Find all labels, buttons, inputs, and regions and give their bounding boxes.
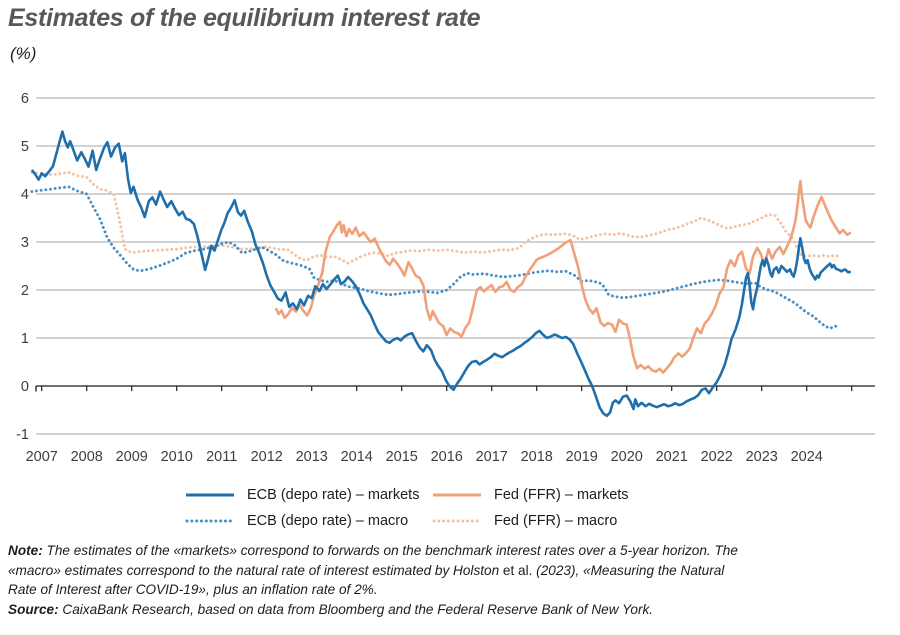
source-line: Source: CaixaBank Research, based on dat… (8, 600, 894, 620)
note-line-2: «macro» estimates correspond to the natu… (8, 561, 894, 581)
svg-text:2011: 2011 (206, 449, 237, 465)
legend-label-ecb-markets: ECB (depo rate) – markets (247, 487, 420, 503)
footnote-block: Note: The estimates of the «markets» cor… (8, 541, 894, 619)
svg-text:2013: 2013 (296, 449, 328, 465)
svg-text:2009: 2009 (116, 449, 148, 465)
legend-item-fed-macro: Fed (FFR) – macro (432, 508, 629, 534)
svg-text:2: 2 (21, 283, 29, 299)
svg-text:2020: 2020 (611, 449, 643, 465)
ecb-macro-dotted-swatch (185, 519, 235, 523)
svg-text:2023: 2023 (746, 449, 778, 465)
svg-text:2021: 2021 (656, 449, 688, 465)
svg-text:2015: 2015 (386, 449, 418, 465)
svg-text:-1: -1 (16, 427, 29, 443)
note-line-3: Rate of Interest after COVID-19», plus a… (8, 582, 378, 597)
svg-text:2007: 2007 (26, 449, 58, 465)
svg-text:4: 4 (21, 187, 29, 203)
fed-macro-dotted-swatch (432, 519, 482, 523)
note-line-1: Note: The estimates of the «markets» cor… (8, 541, 894, 561)
chart-legend: ECB (depo rate) – markets ECB (depo rate… (0, 482, 900, 538)
note-text-1: The estimates of the «markets» correspon… (46, 543, 738, 558)
source-text: CaixaBank Research, based on data from B… (62, 601, 654, 617)
legend-column-ecb: ECB (depo rate) – markets ECB (depo rate… (185, 482, 419, 534)
legend-label-fed-macro: Fed (FFR) – macro (494, 513, 618, 529)
legend-item-ecb-markets: ECB (depo rate) – markets (185, 482, 419, 508)
svg-text:2024: 2024 (791, 449, 823, 465)
svg-text:5: 5 (21, 139, 29, 155)
legend-label-fed-markets: Fed (FFR) – markets (494, 487, 629, 503)
svg-text:0: 0 (21, 379, 29, 395)
note-label: Note: (8, 543, 43, 558)
page-title: Estimates of the equilibrium interest ra… (8, 4, 481, 32)
svg-text:2012: 2012 (251, 449, 283, 465)
source-label: Source: (8, 601, 59, 617)
legend-item-ecb-macro: ECB (depo rate) – macro (185, 508, 419, 534)
legend-column-fed: Fed (FFR) – markets Fed (FFR) – macro (432, 482, 629, 534)
svg-text:2010: 2010 (161, 449, 193, 465)
svg-text:2022: 2022 (701, 449, 733, 465)
ecb-markets-line-swatch (186, 493, 234, 497)
svg-text:2014: 2014 (341, 449, 373, 465)
note-text-2c: (2023), «Measuring the Natural (536, 562, 725, 578)
fed-markets-line-swatch (433, 493, 481, 497)
page-subtitle: (%) (10, 44, 37, 63)
note-text-etal: et al. (502, 562, 537, 578)
note-text-2a: «macro» estimates correspond to the natu… (8, 562, 503, 578)
svg-text:2019: 2019 (566, 449, 598, 465)
legend-item-fed-markets: Fed (FFR) – markets (432, 482, 629, 508)
line-chart: -1 0 1 2 3 4 5 6 2007 2008 2009 2010 2011 2012 2013 201… (16, 91, 875, 465)
svg-text:2016: 2016 (431, 449, 463, 465)
svg-text:3: 3 (21, 235, 29, 251)
svg-text:1: 1 (21, 331, 29, 347)
svg-text:2008: 2008 (71, 449, 103, 465)
svg-text:2018: 2018 (521, 449, 553, 465)
svg-text:2017: 2017 (476, 449, 508, 465)
svg-text:6: 6 (21, 91, 29, 107)
legend-label-ecb-macro: ECB (depo rate) – macro (247, 513, 409, 529)
